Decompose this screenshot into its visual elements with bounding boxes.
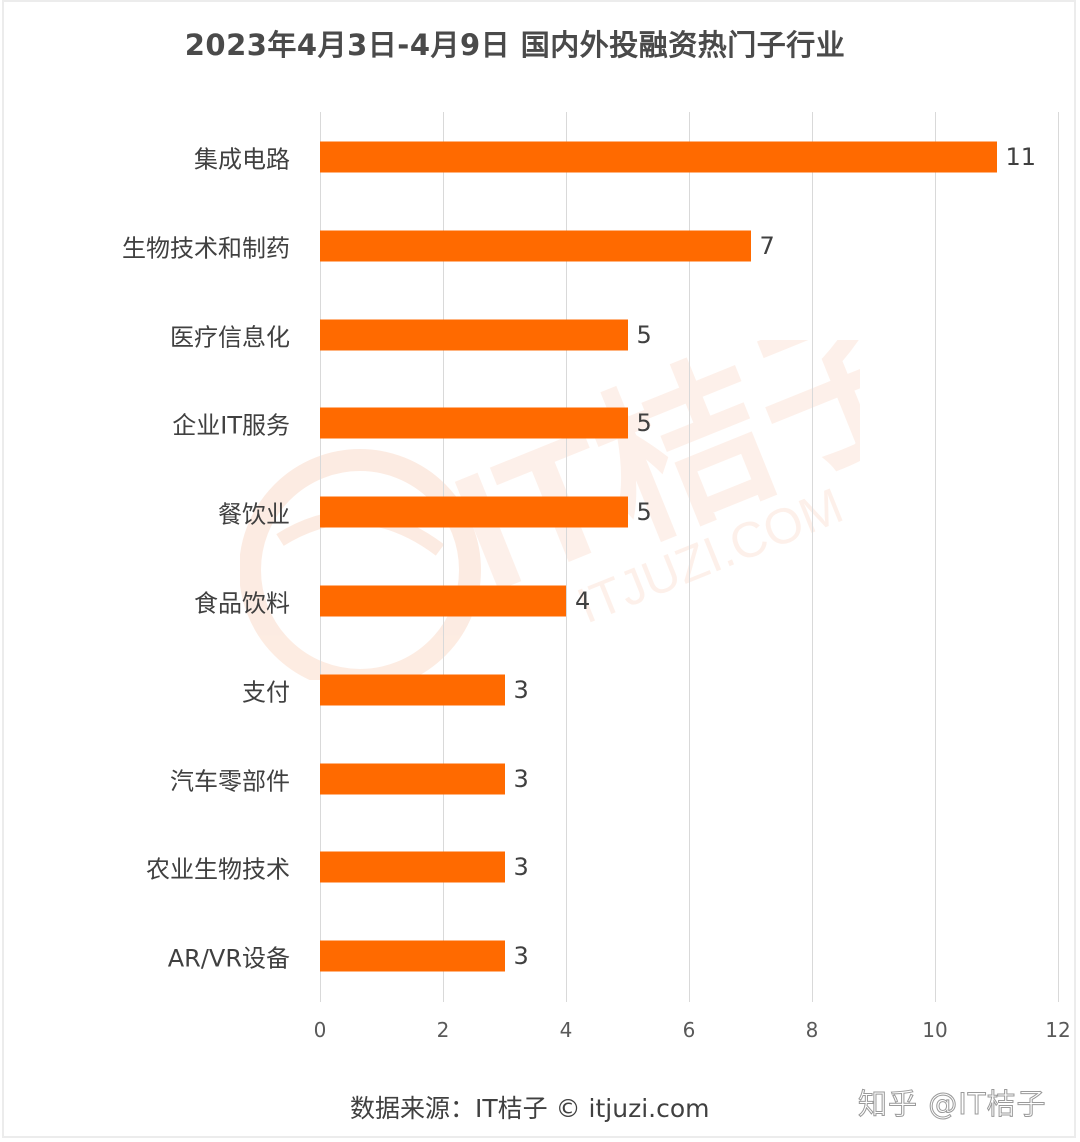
gridline [689, 112, 690, 1002]
bar [320, 851, 505, 883]
x-tick-label: 12 [1045, 1018, 1071, 1042]
bar [320, 141, 997, 173]
data-source-note: 数据来源：IT桔子 © itjuzi.com [350, 1094, 710, 1123]
x-tick-label: 0 [313, 1018, 327, 1042]
gridline [566, 112, 567, 1002]
bar [320, 319, 628, 351]
x-tick-label: 10 [922, 1018, 948, 1042]
category-label: 餐饮业 [218, 500, 290, 529]
bar-value-label: 5 [636, 498, 652, 527]
category-label: 生物技术和制药 [122, 234, 290, 263]
gridline [812, 112, 813, 1002]
bar-value-label: 7 [759, 231, 775, 260]
category-label: 食品饮料 [194, 589, 290, 618]
bar-value-label: 3 [513, 942, 529, 971]
x-tick-label: 2 [436, 1018, 450, 1042]
gridline [443, 112, 444, 1002]
category-label: 医疗信息化 [170, 323, 290, 352]
gridline [1058, 112, 1059, 1002]
bar-value-label: 4 [575, 587, 591, 615]
gridline [320, 112, 321, 1002]
category-label: 农业生物技术 [146, 855, 290, 884]
bar [320, 230, 751, 262]
x-tick-label: 6 [682, 1018, 696, 1042]
bar-value-label: 5 [636, 320, 652, 349]
bar-value-label: 11 [1005, 143, 1037, 171]
bar-value-label: 3 [513, 853, 529, 882]
category-label: AR/VR设备 [167, 944, 290, 973]
bar [320, 407, 628, 439]
bar-value-label: 5 [636, 409, 652, 438]
bar [320, 585, 566, 617]
bar [320, 763, 505, 795]
gridline [935, 112, 936, 1002]
bar [320, 496, 628, 528]
category-label: 支付 [242, 678, 290, 707]
x-tick-label: 4 [559, 1018, 573, 1042]
zhihu-watermark: 知乎 @IT桔子 [858, 1087, 1047, 1122]
plot-area [320, 112, 1059, 1002]
bar [320, 674, 505, 706]
chart-title: 2023年4月3日-4月9日 国内外投融资热门子行业 [184, 28, 846, 62]
category-label: 汽车零部件 [170, 767, 290, 796]
bar-value-label: 3 [513, 764, 529, 793]
bar [320, 940, 505, 972]
category-label: 企业IT服务 [172, 411, 290, 440]
category-label: 集成电路 [194, 145, 290, 174]
bar-value-label: 3 [513, 675, 529, 704]
x-tick-label: 8 [805, 1018, 819, 1042]
